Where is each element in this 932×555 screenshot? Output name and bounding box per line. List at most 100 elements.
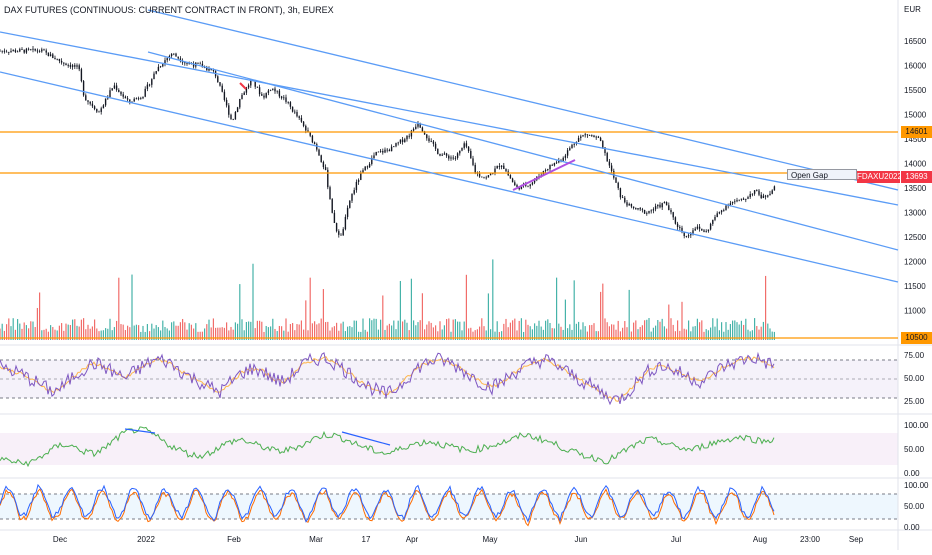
candle-body [749,194,751,198]
volume-bar [344,331,346,340]
candle-body [681,227,683,233]
candle-body [320,155,322,162]
volume-bar [531,329,533,340]
channel-line-1[interactable] [0,31,899,206]
volume-bar [241,319,243,340]
candle-body [346,207,349,217]
candle-body [533,180,536,183]
candle-body [338,231,340,235]
volume-bar [426,324,428,340]
volume-bar [736,322,738,340]
volume-bar [190,324,192,340]
volume-bar [215,327,217,340]
volume-bar [483,326,485,340]
volume-bar [641,325,643,340]
stoch-tick-label: 100.00 [904,481,929,490]
volume-bar [435,325,437,340]
candle-body [129,99,131,102]
candle-body [676,223,679,228]
candle-body [137,98,140,100]
candle-body [236,107,239,112]
candle-body [672,212,674,218]
volume-bar [441,329,443,340]
candle-body [100,108,102,112]
candle-body [223,91,226,100]
candle-body [465,143,468,147]
volume-bar [560,326,562,340]
candle-body [654,206,657,210]
candle-body [324,167,327,170]
candle-body [368,164,371,168]
candle-body [93,106,96,109]
candle-body [357,179,360,182]
candle-body [142,96,144,99]
candle-body [104,98,107,106]
volume-bar [459,321,461,340]
channel-line-3[interactable] [147,51,899,251]
volume-bar [173,321,175,340]
volume-bar [470,327,472,340]
volume-bar [63,330,65,340]
candle-body [648,210,650,213]
volume-bar [701,320,703,340]
candle-body [219,82,221,86]
volume-bar [6,324,8,340]
candle-body [685,236,688,237]
volume-bar [582,322,584,340]
osc-divergence-line-1[interactable] [124,428,156,434]
price-tick-label: 12500 [904,233,927,242]
candle-body [694,228,696,231]
channel-line-4[interactable] [147,9,899,191]
candle-body [439,153,441,156]
volume-bar [116,320,118,340]
channel-line-2[interactable] [0,71,899,283]
time-tick-label: Sep [849,535,864,544]
volume-bar [538,320,540,340]
volume-bar [628,289,630,340]
candle-body [133,98,135,102]
candle-body [157,66,160,72]
candle-body [256,86,259,88]
open-gap-annotation[interactable]: Open Gap [787,169,857,180]
candle-body [254,80,256,87]
candle-body [27,48,30,50]
candle-body [78,65,80,70]
volume-bar [558,323,560,340]
candle-body [239,99,241,108]
volume-bar [463,321,465,340]
volume-bar [28,328,30,340]
volume-bar [120,324,122,340]
volume-bar [454,319,456,340]
marker-line[interactable] [239,82,247,90]
volume-bar [762,321,764,340]
osc-band [0,433,898,465]
volume-bars [0,259,775,340]
candle-body [544,170,547,172]
stoch-tick-label: 50.00 [904,502,925,511]
candle-body [423,131,426,135]
candle-body [432,141,435,144]
candle-body [184,62,186,64]
support-trend-line[interactable] [512,159,576,191]
candle-body [437,148,439,154]
volume-bar [76,325,78,340]
candle-body [208,69,210,71]
candle-body [472,158,474,165]
candle-body [626,202,628,206]
price-tick-label: 13500 [904,184,927,193]
time-tick-label: Jul [671,535,681,544]
osc-tick-label: 50.00 [904,445,925,454]
volume-bar [219,327,221,340]
candle-body [199,63,201,65]
candle-body [307,130,309,133]
candle-body [720,210,723,213]
volume-bar [142,325,144,340]
volume-bar [721,322,723,340]
candle-body [63,62,65,64]
volume-bar [562,329,564,340]
osc-divergence-line-2[interactable] [341,431,391,446]
rsi-tick-label: 50.00 [904,374,925,383]
candle-body [428,138,430,142]
candle-body [687,235,690,237]
